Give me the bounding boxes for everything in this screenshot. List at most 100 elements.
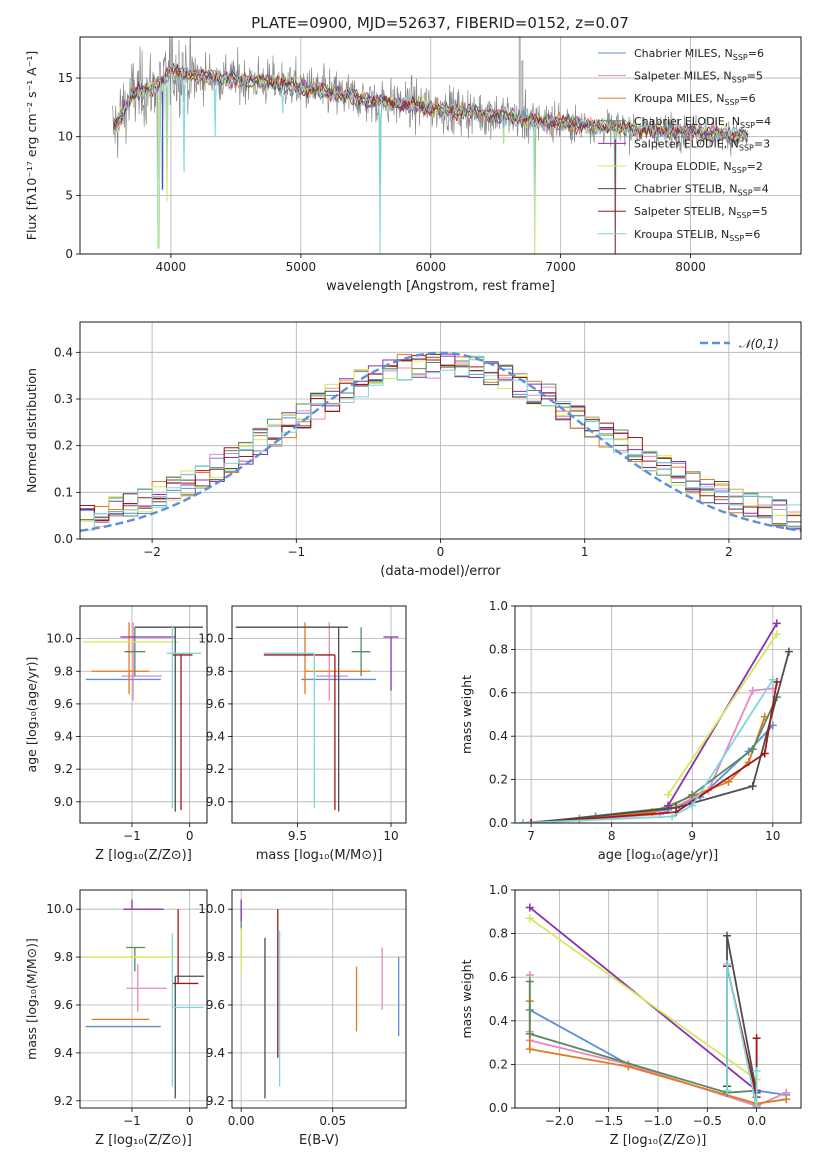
- y-tick-label: 9.4: [206, 730, 225, 744]
- x-tick-label: −1.5: [594, 1114, 623, 1128]
- y-tick-label: 0.2: [489, 773, 508, 787]
- marker-chabrier-elodie: [688, 790, 697, 799]
- ticks: −1 0 9.0 9.2 9.4 9.6 9.8 10.0: [46, 632, 193, 843]
- y-tick-label: 0.3: [54, 392, 73, 406]
- y-tick-label: 0.8: [489, 642, 508, 656]
- plot-area: [519, 619, 793, 823]
- y-tick-label: 9.6: [206, 697, 225, 711]
- weight-line-chabrier-elodie: [528, 981, 757, 1094]
- x-tick-label: 5000: [286, 260, 317, 274]
- errorbar-salpeter-stelib: [263, 654, 336, 810]
- plot-area: [240, 899, 400, 1099]
- grid: [515, 605, 801, 824]
- legend: 𝒩(0,1): [700, 337, 779, 351]
- y-tick-label: 9.6: [206, 998, 225, 1012]
- weight-line-kroupa-stelib: [726, 963, 758, 1108]
- x-axis-label: Z [log₁₀(Z/Z⊙)]: [95, 1133, 192, 1148]
- ticks: −2.0 −1.5 −1.0 −0.5 0.0 0.0 0.2 0.4 0.6 0.8 1.0: [489, 883, 766, 1128]
- x-tick-label: 0: [186, 1114, 194, 1128]
- model-spectrum-kroupa-stelib: [113, 67, 749, 254]
- model-spectrum-chabrier-stelib: [113, 62, 749, 145]
- grid: [80, 890, 207, 1108]
- marker-kroupa-stelib: [668, 812, 677, 821]
- x-tick-label: 0: [437, 545, 445, 559]
- y-tick-label: 10.0: [46, 902, 73, 916]
- ticks: −2 −1 0 1 2 0.0 0.1 0.2 0.3 0.4: [54, 345, 733, 559]
- y-tick-label: 9.6: [54, 998, 73, 1012]
- x-tick-label: −0.5: [693, 1114, 722, 1128]
- x-tick-label: −1: [123, 829, 141, 843]
- axes-frame: [514, 889, 802, 1109]
- marker-chabrier-elodie: [748, 745, 757, 754]
- y-tick-label: 9.0: [54, 795, 73, 809]
- panel-mass-vs-ebv: 0.00 0.05 9.2 9.4 9.6 9.8 10.0 E(B-V): [198, 889, 407, 1148]
- marker-kroupa-miles: [724, 777, 733, 786]
- y-tick-label: 0.6: [489, 970, 508, 984]
- y-tick-label: 9.6: [54, 697, 73, 711]
- y-tick-label: 9.4: [206, 1046, 225, 1060]
- y-axis-label: mass [log₁₀(M/M⊙)]: [24, 938, 39, 1060]
- marker-kroupa-stelib: [688, 801, 697, 810]
- legend-label: Kroupa STELIB, NSSP=6: [634, 228, 760, 243]
- axes-frame: [79, 605, 208, 824]
- marker-salpeter-stelib: [760, 749, 769, 758]
- errorbar-salpeter-miles: [121, 622, 162, 701]
- x-tick-label: 0: [186, 829, 194, 843]
- errorbar-chabrier-stelib: [235, 626, 348, 812]
- legend-label: Kroupa MILES, NSSP=6: [634, 92, 756, 107]
- y-tick-label: 9.8: [54, 664, 73, 678]
- x-axis-label: Z [log₁₀(Z/Z⊙)]: [95, 848, 192, 863]
- y-tick-label: 0.0: [54, 532, 73, 546]
- y-tick-label: 10: [58, 130, 73, 144]
- y-tick-label: 9.2: [206, 1094, 225, 1108]
- panel-age-vs-mass: 9.5 10 9.0 9.2 9.4 9.6 9.8 10.0 mass [log₁₀(M/M⊙…: [198, 605, 407, 863]
- x-axis-label: E(B-V): [299, 1133, 339, 1148]
- y-tick-label: 9.2: [54, 762, 73, 776]
- axes-frame: [231, 889, 407, 1109]
- y-tick-label: 0.4: [489, 1014, 508, 1028]
- y-tick-label: 5: [65, 188, 73, 202]
- legend-label: Salpeter STELIB, NSSP=5: [634, 205, 768, 220]
- x-tick-label: 0.05: [319, 1114, 346, 1128]
- y-tick-label: 0: [65, 247, 73, 261]
- y-tick-label: 9.2: [206, 762, 225, 776]
- marker-chabrier-stelib: [784, 647, 793, 656]
- y-tick-label: 9.8: [206, 664, 225, 678]
- y-axis-label: age [log₁₀(age/yr)]: [24, 657, 39, 773]
- errorbar-chabrier-stelib: [134, 626, 203, 812]
- legend-label: 𝒩(0,1): [739, 337, 779, 351]
- x-tick-label: 4000: [156, 260, 187, 274]
- y-tick-label: 0.8: [489, 927, 508, 941]
- marker-salpeter-elodie: [525, 903, 534, 912]
- errorbar-kroupa-miles: [304, 622, 371, 695]
- plot-area: [80, 351, 801, 539]
- weight-line-kroupa-elodie: [529, 917, 758, 1081]
- marker-salpeter-stelib: [772, 677, 781, 686]
- x-tick-label: 10: [765, 829, 780, 843]
- errorbar-chabrier-elodie: [351, 627, 371, 677]
- errorbar-kroupa-stelib: [263, 652, 315, 809]
- x-axis-label: Z [log₁₀(Z/Z⊙)]: [610, 1133, 707, 1148]
- histogram-chabrier-stelib: [80, 353, 801, 539]
- legend-label: Kroupa ELODIE, NSSP=2: [634, 160, 763, 175]
- axes-frame: [79, 889, 208, 1109]
- grid: [232, 606, 406, 823]
- x-tick-label: 0.00: [228, 1114, 255, 1128]
- marker-kroupa-miles: [782, 1095, 791, 1104]
- errorbar-salpeter-stelib: [172, 909, 199, 985]
- y-tick-label: 9.2: [54, 1094, 73, 1108]
- marker-chabrier-elodie: [525, 977, 534, 986]
- y-tick-label: 10.0: [46, 632, 73, 646]
- plot-area: [82, 899, 205, 1099]
- errorbar-kroupa-miles: [91, 622, 150, 695]
- grid: [232, 890, 406, 1108]
- plot-area: [525, 903, 791, 1108]
- marker-kroupa-stelib: [723, 960, 732, 969]
- errorbar-salpeter-miles: [126, 964, 167, 1013]
- y-tick-label: 0.1: [54, 485, 73, 499]
- x-tick-label: 1: [581, 545, 589, 559]
- y-tick-label: 0.2: [54, 439, 73, 453]
- errorbar-chabrier-stelib: [174, 975, 205, 1099]
- x-axis-label: age [log₁₀(age/yr)]: [598, 848, 719, 863]
